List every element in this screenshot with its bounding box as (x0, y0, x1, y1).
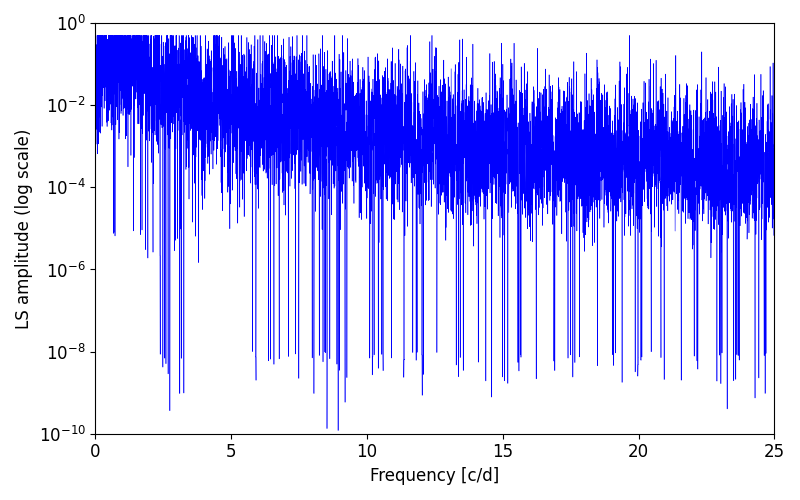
X-axis label: Frequency [c/d]: Frequency [c/d] (370, 467, 499, 485)
Y-axis label: LS amplitude (log scale): LS amplitude (log scale) (15, 128, 33, 328)
